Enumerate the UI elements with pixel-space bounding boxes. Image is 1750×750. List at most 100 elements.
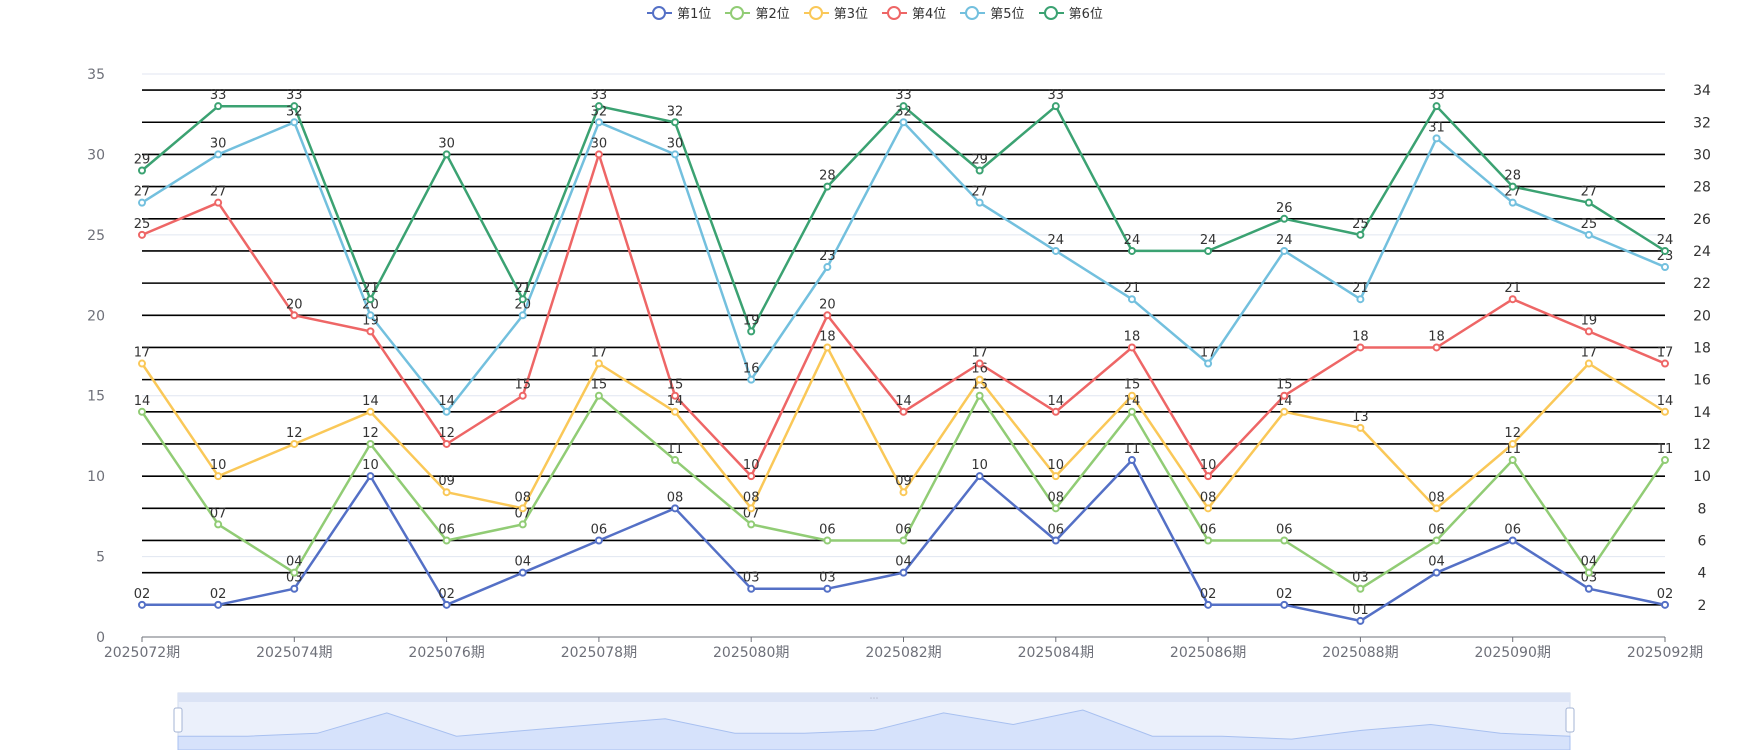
data-label: 24: [1048, 233, 1065, 248]
data-label: 02: [210, 587, 227, 602]
data-label: 30: [591, 136, 608, 151]
data-label: 25: [134, 217, 151, 232]
zoom-slider-handle[interactable]: [1565, 707, 1575, 733]
legend-item[interactable]: 第5位: [960, 3, 1025, 22]
data-label: 03: [286, 571, 303, 586]
zoom-slider-grip-icon[interactable]: ⋯: [870, 694, 879, 704]
data-point: [214, 198, 223, 207]
legend-item[interactable]: 第4位: [882, 3, 946, 22]
data-label: 06: [1200, 522, 1217, 537]
data-point: [1356, 230, 1365, 239]
y2-tick-label: 2: [1698, 598, 1707, 614]
data-label: 11: [667, 442, 684, 457]
data-label: 17: [134, 346, 151, 361]
data-point: [290, 568, 299, 577]
data-label: 14: [895, 394, 912, 409]
data-point: [975, 391, 984, 400]
x-tick-label: 2025092期: [1627, 645, 1703, 661]
x-tick-label: 2025090期: [1475, 645, 1551, 661]
data-point: [823, 263, 832, 272]
data-point: [366, 327, 375, 336]
data-point: [1432, 568, 1441, 577]
data-label: 27: [210, 185, 227, 200]
zoom-slider-handle[interactable]: [173, 707, 183, 733]
data-point: [1204, 472, 1213, 481]
data-point: [1508, 182, 1517, 191]
legend-label: 第4位: [912, 7, 947, 22]
data-label: 24: [1200, 233, 1217, 248]
y2-tick-label: 22: [1693, 276, 1711, 292]
data-label: 17: [1581, 346, 1598, 361]
data-label: 08: [743, 490, 760, 505]
data-label: 27: [971, 185, 988, 200]
data-label: 20: [514, 297, 531, 312]
data-point: [747, 375, 756, 384]
data-label: 12: [286, 426, 303, 441]
data-label: 16: [743, 362, 760, 377]
data-point: [899, 568, 908, 577]
y-tick-label: 25: [87, 228, 105, 244]
data-point: [1280, 600, 1289, 609]
data-label: 24: [1657, 233, 1674, 248]
data-point: [1432, 343, 1441, 352]
data-point: [975, 359, 984, 368]
data-point: [1584, 198, 1593, 207]
data-label: 17: [971, 346, 988, 361]
data-point: [1661, 407, 1669, 416]
y2-tick-label: 10: [1693, 469, 1711, 485]
data-label: 06: [1276, 522, 1293, 537]
legend-item[interactable]: 第1位: [647, 3, 711, 22]
data-label: 04: [286, 555, 303, 570]
data-label: 25: [1352, 217, 1369, 232]
y2-tick-label: 28: [1693, 180, 1711, 196]
data-label: 24: [1276, 233, 1293, 248]
data-label: 10: [362, 458, 379, 473]
data-point: [1584, 327, 1593, 336]
data-point: [747, 327, 756, 336]
data-label: 07: [514, 506, 531, 521]
data-label: 14: [1048, 394, 1065, 409]
data-point: [594, 118, 603, 127]
y2-tick-label: 20: [1693, 308, 1711, 324]
data-label: 06: [438, 522, 455, 537]
y2-tick-label: 4: [1698, 566, 1707, 582]
data-point: [214, 520, 223, 529]
data-label: 02: [438, 587, 455, 602]
legend-label: 第2位: [755, 7, 790, 22]
data-label: 14: [1124, 394, 1141, 409]
data-point: [1508, 295, 1517, 304]
data-label: 27: [134, 185, 151, 200]
data-label: 02: [1276, 587, 1293, 602]
data-point: [594, 391, 603, 400]
data-label: 15: [514, 378, 531, 393]
data-label: 02: [134, 587, 151, 602]
data-point: [138, 407, 146, 416]
data-label: 10: [210, 458, 227, 473]
data-point: [1127, 246, 1136, 255]
data-label: 23: [819, 249, 836, 264]
data-point: [1661, 246, 1669, 255]
data-label: 11: [1504, 442, 1521, 457]
data-point: [214, 600, 223, 609]
data-point: [975, 198, 984, 207]
zoom-slider-bar: [178, 693, 1570, 702]
legend-swatch-icon: [803, 5, 829, 20]
legend-item[interactable]: 第2位: [725, 3, 790, 22]
data-point: [518, 504, 527, 513]
data-point: [1432, 536, 1441, 545]
legend-item[interactable]: 第3位: [803, 3, 868, 22]
data-point: [975, 472, 984, 481]
data-point: [671, 456, 680, 465]
data-label: 29: [134, 153, 151, 168]
data-point: [1051, 536, 1060, 545]
data-point: [594, 102, 603, 111]
data-point: [1356, 616, 1365, 625]
data-label: 23: [1657, 249, 1674, 264]
legend-item[interactable]: 第6位: [1038, 3, 1103, 22]
x-tick-label: 2025082期: [865, 645, 941, 661]
data-label: 15: [971, 378, 988, 393]
y2-tick-label: 18: [1693, 340, 1711, 356]
y2-tick-label: 30: [1693, 147, 1711, 163]
data-point: [1356, 584, 1365, 593]
